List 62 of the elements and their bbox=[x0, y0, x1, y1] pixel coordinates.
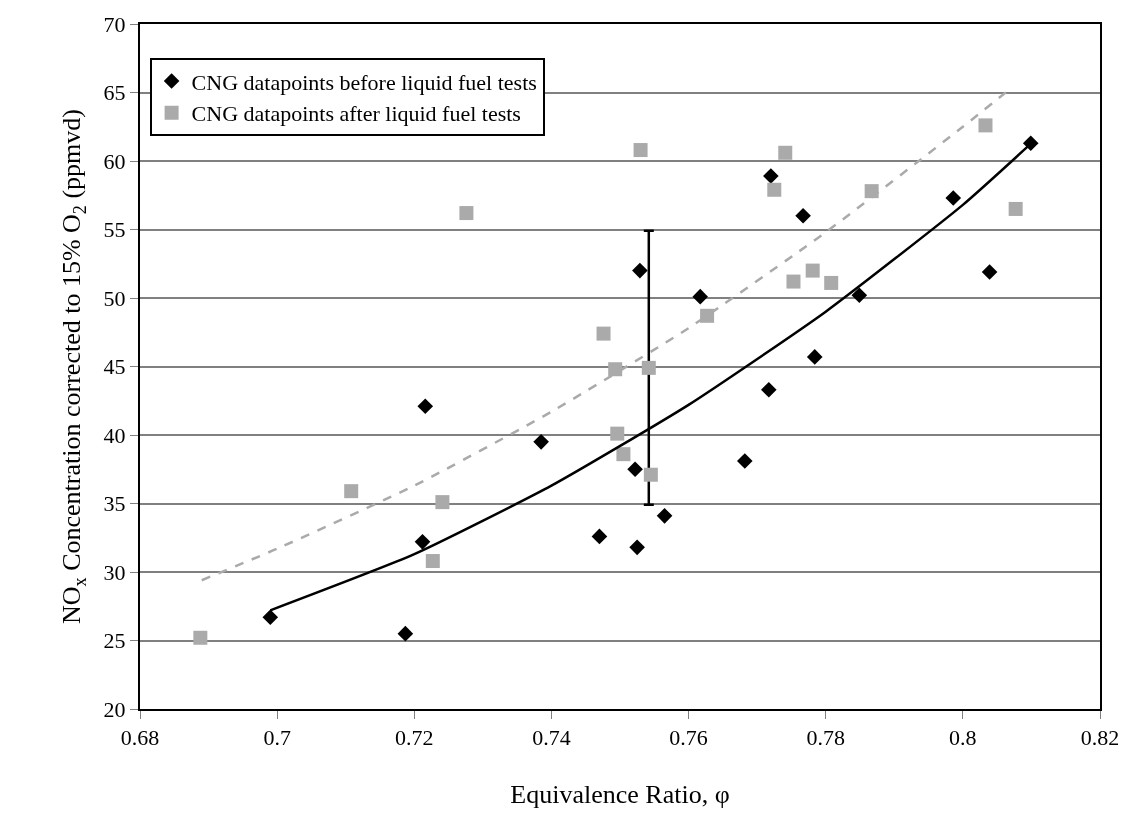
point bbox=[262, 609, 279, 626]
point bbox=[414, 534, 431, 550]
point bbox=[692, 288, 709, 305]
point bbox=[824, 275, 839, 290]
y-tick-label: 35 bbox=[103, 491, 126, 517]
point bbox=[700, 308, 715, 323]
x-tick-label: 0.72 bbox=[395, 725, 434, 751]
point bbox=[806, 349, 823, 365]
y-tick-label: 55 bbox=[103, 217, 126, 243]
legend-label: CNG datapoints after liquid fuel tests bbox=[191, 101, 521, 127]
point bbox=[1008, 201, 1023, 216]
point bbox=[851, 287, 868, 304]
point bbox=[805, 263, 820, 278]
point bbox=[627, 461, 643, 478]
point bbox=[344, 484, 359, 499]
y-tick-label: 45 bbox=[103, 354, 126, 380]
point bbox=[632, 262, 648, 279]
x-tick-label: 0.82 bbox=[1080, 725, 1120, 751]
point bbox=[641, 360, 656, 375]
point bbox=[786, 274, 801, 289]
point bbox=[397, 625, 414, 642]
point bbox=[459, 206, 474, 221]
x-axis-title: Equivalence Ratio, φ bbox=[510, 779, 730, 809]
point bbox=[763, 168, 779, 184]
point bbox=[193, 630, 208, 645]
y-tick-label: 50 bbox=[103, 285, 126, 311]
point bbox=[864, 184, 879, 199]
point bbox=[610, 426, 625, 441]
y-tick-label: 25 bbox=[103, 628, 126, 654]
point bbox=[978, 118, 993, 133]
y-tick-label: 20 bbox=[103, 696, 126, 722]
point bbox=[981, 264, 998, 280]
point bbox=[656, 508, 673, 524]
y-tick-label: 65 bbox=[103, 80, 126, 106]
point bbox=[629, 539, 645, 556]
y-tick-label: 30 bbox=[103, 559, 126, 585]
point bbox=[425, 554, 440, 569]
legend-label: CNG datapoints before liquid fuel tests bbox=[191, 69, 537, 95]
x-tick-label: 0.78 bbox=[806, 725, 845, 751]
point bbox=[608, 362, 623, 377]
point bbox=[795, 208, 811, 224]
point bbox=[596, 326, 611, 341]
x-tick-label: 0.76 bbox=[669, 725, 708, 751]
point bbox=[945, 190, 962, 206]
point bbox=[591, 528, 608, 545]
point bbox=[435, 495, 450, 510]
point bbox=[761, 381, 777, 398]
point bbox=[616, 447, 631, 462]
x-tick-label: 0.7 bbox=[263, 725, 291, 751]
x-tick-label: 0.68 bbox=[120, 725, 160, 751]
point bbox=[643, 467, 658, 482]
point bbox=[778, 145, 793, 160]
x-tick-label: 0.74 bbox=[532, 725, 571, 751]
point bbox=[767, 182, 782, 197]
point bbox=[633, 143, 648, 158]
point bbox=[737, 453, 753, 469]
y-tick-label: 70 bbox=[103, 11, 126, 37]
y-tick-label: 40 bbox=[103, 422, 126, 448]
x-tick-label: 0.8 bbox=[949, 725, 977, 751]
point bbox=[533, 434, 549, 450]
y-tick-label: 60 bbox=[103, 148, 126, 174]
point bbox=[417, 398, 434, 415]
